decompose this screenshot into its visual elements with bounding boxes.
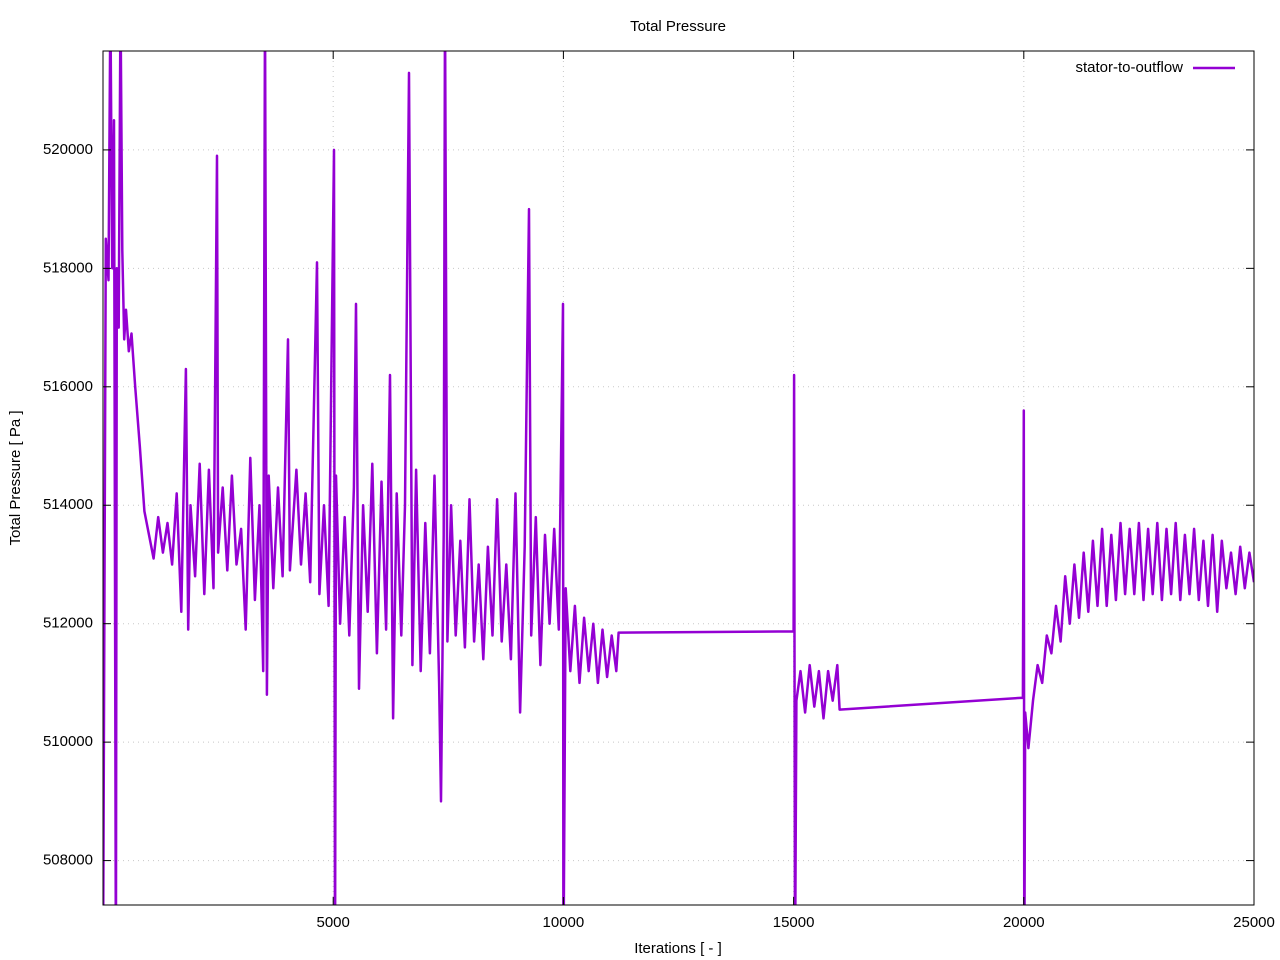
legend: stator-to-outflow: [1075, 59, 1235, 76]
plot-area: [103, 51, 1254, 905]
y-tick-label: 514000: [43, 496, 93, 513]
y-tick-label: 508000: [43, 852, 93, 869]
data-line: [103, 51, 1254, 905]
x-tick-label: 10000: [543, 914, 585, 931]
y-tick-label: 512000: [43, 615, 93, 632]
x-tick-label: 25000: [1233, 914, 1275, 931]
plot-border: [102, 50, 1255, 906]
y-tick-label: 520000: [43, 141, 93, 158]
ticks: 5000 10000 15000 20000 25000 508000 510000 5120…: [43, 51, 1275, 931]
y-tick-label: 516000: [43, 378, 93, 395]
x-tick-label: 15000: [773, 914, 815, 931]
y-axis-label: Total Pressure [ Pa ]: [7, 410, 24, 545]
y-tick-label: 518000: [43, 259, 93, 276]
x-tick-label: 5000: [317, 914, 350, 931]
x-axis-label: Iterations [ - ]: [634, 940, 722, 957]
chart-title: Total Pressure: [630, 18, 726, 35]
x-tick-label: 20000: [1003, 914, 1045, 931]
grid: [103, 51, 1255, 905]
y-tick-label: 510000: [43, 733, 93, 750]
legend-label: stator-to-outflow: [1075, 59, 1183, 76]
